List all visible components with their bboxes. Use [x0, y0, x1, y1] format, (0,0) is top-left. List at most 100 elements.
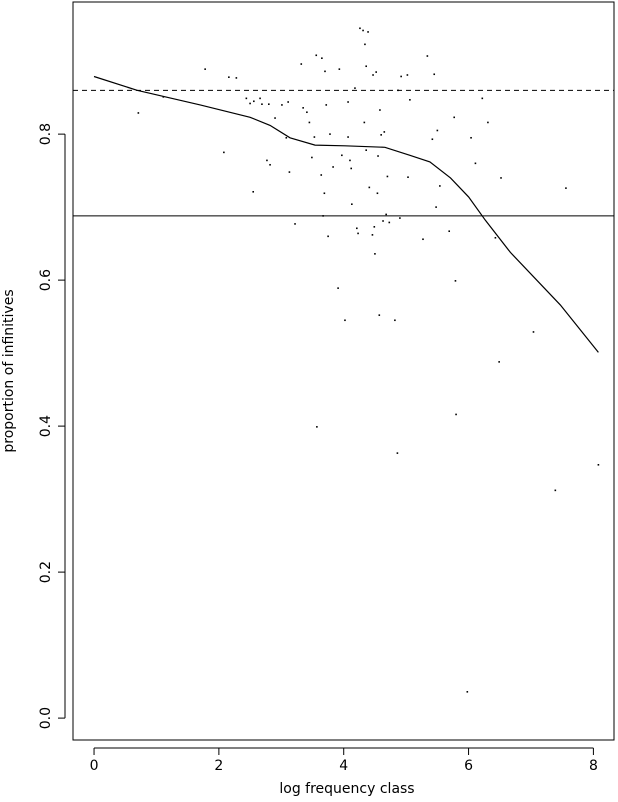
point	[252, 190, 255, 193]
point	[294, 223, 296, 225]
point	[433, 73, 436, 76]
point	[324, 70, 326, 73]
point	[235, 77, 238, 79]
point	[329, 133, 331, 135]
point	[259, 97, 261, 100]
point	[498, 361, 500, 363]
point	[382, 220, 384, 222]
x-tick-label: 6	[464, 758, 473, 774]
point	[474, 162, 477, 165]
point	[377, 155, 379, 157]
point	[431, 138, 434, 141]
x-axis-label: log frequency class	[279, 781, 414, 797]
point	[375, 71, 377, 73]
point	[322, 215, 324, 217]
point	[332, 166, 334, 168]
point	[372, 74, 374, 76]
point	[383, 131, 386, 133]
point	[448, 230, 451, 233]
point	[349, 159, 351, 162]
point	[274, 117, 276, 119]
y-tick-label: 0.4	[38, 415, 54, 437]
point	[367, 31, 369, 33]
y-tick-label: 0.2	[38, 561, 54, 583]
point	[359, 27, 361, 30]
point	[285, 136, 288, 139]
point	[532, 331, 535, 333]
point	[341, 154, 343, 157]
point	[374, 253, 376, 255]
point	[253, 100, 255, 103]
point	[308, 121, 311, 124]
point	[565, 187, 567, 189]
point	[347, 136, 349, 138]
point	[356, 227, 358, 230]
point	[494, 236, 497, 239]
point	[435, 206, 437, 208]
point	[302, 107, 304, 109]
point	[321, 57, 323, 60]
point	[368, 186, 371, 189]
point	[371, 234, 374, 236]
point	[323, 192, 326, 195]
point	[388, 221, 391, 224]
point	[320, 174, 323, 176]
point	[137, 112, 140, 114]
point	[400, 75, 402, 78]
plot-box	[72, 1, 615, 741]
point	[315, 54, 318, 57]
point	[269, 163, 271, 166]
point	[554, 489, 557, 492]
point	[204, 68, 206, 70]
point	[306, 111, 308, 114]
point	[288, 171, 291, 173]
point	[385, 213, 387, 216]
x-tick-label: 0	[90, 758, 99, 774]
point	[380, 134, 382, 136]
y-tick-label: 0.8	[38, 123, 54, 145]
point	[597, 464, 600, 466]
point	[287, 101, 289, 103]
y-tick-label: 0.0	[38, 707, 54, 729]
point	[406, 74, 409, 76]
point	[313, 136, 316, 138]
point	[337, 287, 339, 289]
point	[481, 97, 484, 100]
point	[365, 149, 367, 151]
point	[281, 104, 283, 106]
point	[245, 97, 248, 100]
point	[338, 68, 341, 70]
point	[500, 177, 502, 179]
point	[223, 151, 225, 154]
point	[422, 238, 424, 241]
x-tick-label: 8	[589, 758, 598, 774]
point	[397, 89, 399, 92]
x-tick-label: 4	[339, 758, 348, 774]
point	[300, 63, 303, 65]
point	[399, 217, 401, 219]
point	[394, 319, 396, 322]
point	[364, 43, 366, 46]
point	[378, 314, 381, 316]
point	[453, 116, 456, 119]
point	[354, 87, 356, 89]
point	[316, 426, 318, 428]
point	[327, 235, 329, 238]
point	[439, 185, 441, 187]
point	[470, 136, 472, 139]
smoother-line	[93, 75, 599, 353]
point	[454, 280, 457, 282]
point	[347, 101, 349, 103]
y-tick-label: 0.6	[38, 269, 54, 291]
point	[436, 129, 439, 132]
point	[407, 176, 409, 178]
point	[351, 203, 353, 206]
point	[362, 29, 364, 32]
point	[228, 76, 230, 78]
point	[357, 232, 359, 235]
point	[325, 104, 328, 106]
x-tick-label: 2	[214, 758, 223, 774]
point	[426, 55, 429, 57]
point	[266, 159, 268, 162]
